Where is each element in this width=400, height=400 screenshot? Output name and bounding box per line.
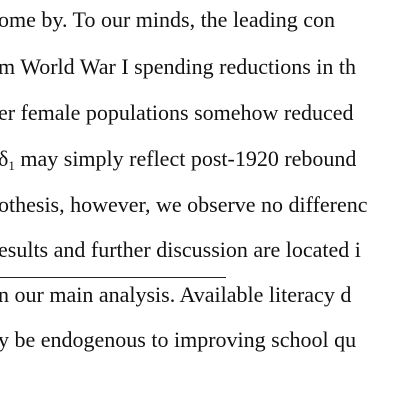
delta-symbol: δ <box>0 146 9 171</box>
footnote-text-line-2: y be endogenous to improving school qu <box>0 327 357 352</box>
footnote-separator-rule <box>0 277 226 278</box>
body-text-line-6: esults and further discussion are locate… <box>0 237 361 262</box>
footnote-text-line-1: n our main analysis. Available literacy … <box>0 282 352 307</box>
body-text-line-4: δ1 may simply reflect post-1920 rebound <box>0 146 357 173</box>
body-text-line-2: m World War I spending reductions in th <box>0 54 356 79</box>
delta-subscript: 1 <box>8 158 15 173</box>
body-text-line-3: er female populations somehow reduced <box>0 100 354 125</box>
body-text-line-4-rest: may simply reflect post-1920 rebound <box>14 146 357 171</box>
body-text-line-1: ome by. To our minds, the leading con <box>0 7 335 32</box>
body-text-line-5: othesis, however, we observe no differen… <box>0 192 368 217</box>
